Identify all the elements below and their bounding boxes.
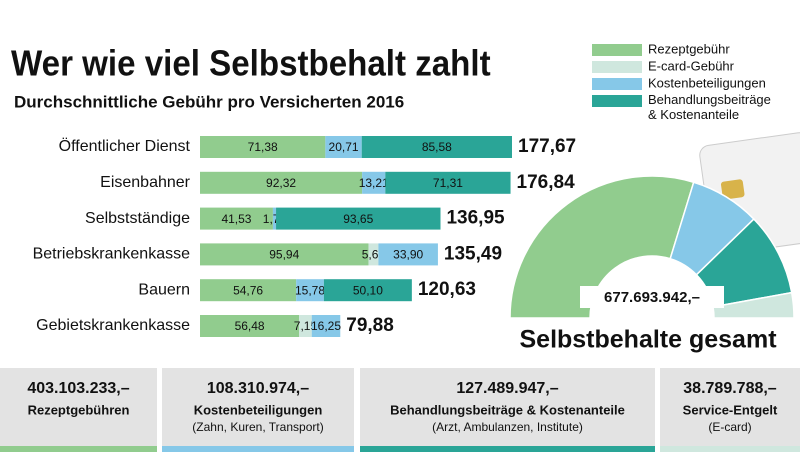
segment-label: 15,78 xyxy=(295,283,325,297)
summary-value: 403.103.233,– xyxy=(27,380,129,397)
summary-box xyxy=(360,368,655,452)
bar-segment xyxy=(325,136,362,158)
segment-label: 50,10 xyxy=(353,283,383,297)
total-label: 176,84 xyxy=(517,172,576,193)
summary-stripe xyxy=(660,446,800,452)
donut-title: Selbstbehalte gesamt xyxy=(519,326,777,354)
total-label: 177,67 xyxy=(518,136,576,157)
legend-label: Behandlungsbeiträge & Kostenanteile xyxy=(648,92,771,122)
segment-label: 16,25 xyxy=(311,319,341,333)
summary-box xyxy=(0,368,157,452)
summary-stripe xyxy=(0,446,157,452)
bar-segment xyxy=(299,315,312,337)
segment-label: 93,65 xyxy=(343,212,373,226)
bar-segment xyxy=(200,207,273,230)
bar-segment xyxy=(272,207,277,230)
bar-segment xyxy=(200,136,326,158)
category-label: Gebietskrankenkasse xyxy=(36,317,190,334)
bar-segment xyxy=(362,171,386,194)
segment-label: 85,58 xyxy=(422,140,452,154)
category-label: Betriebskrankenkasse xyxy=(33,246,191,263)
summary-sublabel: (E-card) xyxy=(708,420,751,434)
bar-segment xyxy=(200,243,369,266)
segment-label: 56,48 xyxy=(235,319,265,333)
total-label: 79,88 xyxy=(346,315,394,336)
summary-value: 127.489.947,– xyxy=(456,380,558,397)
segment-label: 20,71 xyxy=(329,140,359,154)
segment-label: 33,90 xyxy=(393,248,423,262)
summary-label: Behandlungsbeiträge & Kostenanteile xyxy=(390,402,625,417)
card-chip xyxy=(720,179,745,200)
summary-sublabel: (Zahn, Kuren, Transport) xyxy=(192,420,323,434)
bar-segment xyxy=(296,279,324,302)
segment-label: 41,53 xyxy=(221,212,251,226)
segment-label: 95,94 xyxy=(269,248,299,262)
total-backdrop xyxy=(580,286,724,308)
segment-label: 71,38 xyxy=(248,140,278,154)
bar-segment xyxy=(200,171,363,194)
bar-segment xyxy=(276,207,441,230)
legend-label: E-card-Gebühr xyxy=(648,58,735,73)
legend-swatch xyxy=(592,61,642,73)
bar-segment xyxy=(361,136,512,158)
segment-label: 7,15 xyxy=(294,319,318,333)
legend-swatch xyxy=(592,44,642,56)
summary-box xyxy=(660,368,800,452)
category-label: Selbstständige xyxy=(85,210,190,227)
summary-label: Service-Entgelt xyxy=(683,402,778,417)
segment-label: 54,76 xyxy=(233,283,263,297)
summary-box xyxy=(162,368,354,452)
summary-label: Kostenbeteiligungen xyxy=(194,402,323,417)
segment-label: 71,31 xyxy=(433,176,463,190)
summary-value: 38.789.788,– xyxy=(683,380,777,397)
bar-segment xyxy=(378,243,438,266)
summary-stripe xyxy=(360,446,655,452)
chart-title: Wer wie viel Selbstbehalt zahlt xyxy=(11,44,491,84)
legend-swatch xyxy=(592,95,642,107)
segment-label: 13,21 xyxy=(359,176,389,190)
legend-label: Rezeptgebühr xyxy=(648,41,730,56)
summary-label: Rezeptgebühren xyxy=(28,402,130,417)
bar-segment xyxy=(385,171,511,194)
category-label: Öffentlicher Dienst xyxy=(59,137,191,155)
total-label: 136,95 xyxy=(446,208,505,229)
bar-segment xyxy=(311,315,341,337)
donut-segment xyxy=(509,175,695,319)
summary-sublabel: (Arzt, Ambulanzen, Institute) xyxy=(432,420,583,434)
segment-label: 92,32 xyxy=(266,176,296,190)
category-label: Bauern xyxy=(138,281,190,298)
bar-segment xyxy=(368,243,379,266)
legend-label: Kostenbeteiligungen xyxy=(648,75,766,90)
summary-stripe xyxy=(162,446,354,452)
bar-segment xyxy=(200,279,297,302)
chart-subtitle: Durchschnittliche Gebühr pro Versicherte… xyxy=(14,92,404,111)
category-label: Eisenbahner xyxy=(100,174,191,191)
donut-total: 677.693.942,– xyxy=(604,289,700,306)
bar-segment xyxy=(200,315,300,337)
total-label: 120,63 xyxy=(418,279,476,300)
total-label: 135,49 xyxy=(444,243,502,264)
bar-segment xyxy=(323,279,412,302)
summary-value: 108.310.974,– xyxy=(207,380,309,397)
legend-swatch xyxy=(592,78,642,90)
